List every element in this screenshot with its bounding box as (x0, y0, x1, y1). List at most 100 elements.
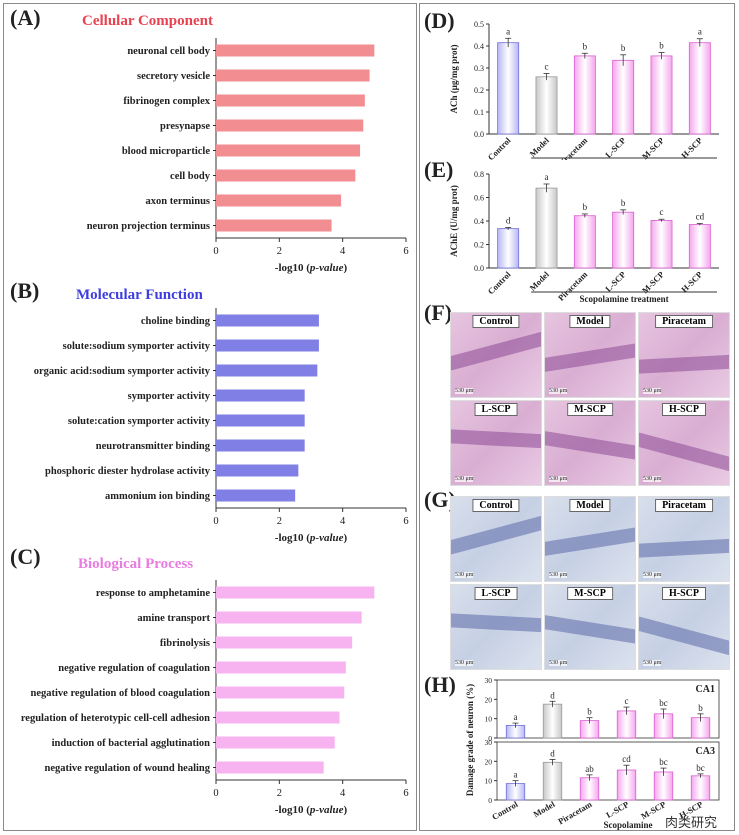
category-label: M-SCP (639, 799, 667, 821)
bar (216, 711, 340, 724)
micrograph: M-SCP 530 μm (544, 584, 636, 670)
x-axis-label: -log10 (p-value) (275, 804, 348, 816)
panel-a-title: Cellular Component (82, 13, 213, 29)
significance-letter: a (514, 712, 518, 722)
significance-letter: cd (622, 754, 631, 764)
bar (650, 55, 673, 135)
significance-letter: a (506, 26, 510, 36)
cell-layer-band (451, 512, 541, 556)
micrograph-label: H-SCP (662, 587, 706, 600)
significance-letter: b (621, 43, 626, 53)
bar (216, 586, 375, 599)
x-axis-label: -log10 (p-value) (275, 262, 348, 274)
scale-bar: 530 μm (549, 572, 568, 578)
micrograph: L-SCP 530 μm (450, 400, 542, 486)
significance-letter: a (698, 27, 702, 37)
micrograph: Piracetam 530 μm (638, 496, 730, 582)
y-tick-label: 0.6 (474, 194, 484, 203)
significance-letter: bc (659, 698, 668, 708)
bar (690, 775, 711, 801)
significance-letter: b (659, 41, 664, 51)
significance-letter: b (583, 41, 588, 51)
bar (497, 228, 520, 269)
x-tick-label: 2 (277, 788, 282, 799)
y-tick-label: 10 (485, 777, 493, 786)
x-axis-label: -log10 (p-value) (275, 532, 348, 544)
cell-layer-band (639, 615, 729, 659)
cell-layer-band (545, 429, 635, 463)
category-label: fibrinogen complex (123, 96, 210, 107)
bar (688, 224, 711, 269)
cell-layer-band (545, 340, 635, 374)
y-tick-label: 30 (485, 676, 493, 685)
bar (216, 661, 346, 674)
bar (216, 69, 370, 82)
category-label: L-SCP (603, 269, 627, 293)
bar (216, 611, 362, 624)
category-label: solute:cation symporter activity (68, 416, 211, 427)
bar (216, 169, 356, 182)
cell-layer-band (545, 613, 635, 647)
significance-letter: c (545, 62, 549, 72)
panel-e-label: (E) (424, 157, 454, 182)
panel-f-label: (F) (424, 300, 453, 325)
bar (216, 219, 332, 232)
category-label: Model (527, 269, 551, 293)
category-label: ammonium ion binding (105, 491, 211, 502)
cell-layer-band (451, 612, 541, 634)
significance-letter: c (625, 696, 629, 706)
micrograph-label: Control (472, 499, 520, 512)
y-axis-label: ACh (μg/mg prot) (449, 45, 459, 114)
bar (216, 686, 345, 699)
category-label: induction of bacterial agglutination (52, 738, 211, 749)
chart-biological-process: response to amphetamine amine transport fi… (21, 580, 409, 816)
chart-ache: 0.0 0.2 0.4 0.6 0.8 AChE (U/mg prot) d Control a… (449, 170, 719, 304)
micrograph-label: M-SCP (567, 587, 613, 600)
micrograph: H-SCP 530 μm (638, 584, 730, 670)
significance-letter: bc (659, 757, 668, 767)
bar (688, 42, 711, 135)
y-tick-label: 0.2 (474, 86, 484, 95)
bar (216, 314, 319, 327)
category-label: Piracetam (556, 799, 593, 826)
category-label: choline binding (141, 316, 211, 327)
category-label: regulation of heterotypic cell-cell adhe… (21, 713, 210, 724)
significance-letter: b (698, 703, 703, 713)
bar (612, 211, 635, 269)
micrograph: L-SCP 530 μm (450, 584, 542, 670)
x-tick-label: 0 (213, 788, 218, 799)
bar (535, 187, 558, 269)
bar (216, 736, 335, 749)
group-label: Scopolamine treatment (580, 294, 669, 304)
plot-frame (496, 741, 720, 801)
micrograph-label: Model (569, 499, 611, 512)
bar (216, 94, 365, 107)
micrograph-label: Piracetam (655, 499, 713, 512)
category-label: Control (490, 799, 520, 822)
x-tick-label: 0 (213, 246, 218, 257)
y-tick-label: 0 (488, 796, 492, 805)
bar (216, 339, 319, 352)
scale-bar: 530 μm (549, 476, 568, 482)
y-tick-label: 0.2 (474, 241, 484, 250)
x-tick-label: 0 (213, 516, 218, 527)
bar (216, 44, 375, 57)
bar (216, 489, 296, 502)
left-frame (3, 3, 417, 831)
y-tick-label: 0.5 (474, 20, 484, 29)
category-label: H-SCP (679, 135, 704, 160)
micrograph-label: L-SCP (474, 587, 518, 600)
bar (573, 215, 596, 269)
significance-letter: d (506, 215, 511, 225)
micrograph: M-SCP 530 μm (544, 400, 636, 486)
significance-letter: d (550, 690, 555, 700)
significance-letter: cd (696, 212, 705, 222)
scale-bar: 530 μm (455, 476, 474, 482)
x-tick-label: 6 (403, 788, 408, 799)
category-label: neuronal cell body (127, 46, 210, 57)
panel-c-label: (C) (10, 544, 41, 569)
panel-h-label: (H) (424, 672, 456, 697)
bar (216, 194, 342, 207)
bar (579, 777, 600, 801)
bar (542, 703, 563, 739)
